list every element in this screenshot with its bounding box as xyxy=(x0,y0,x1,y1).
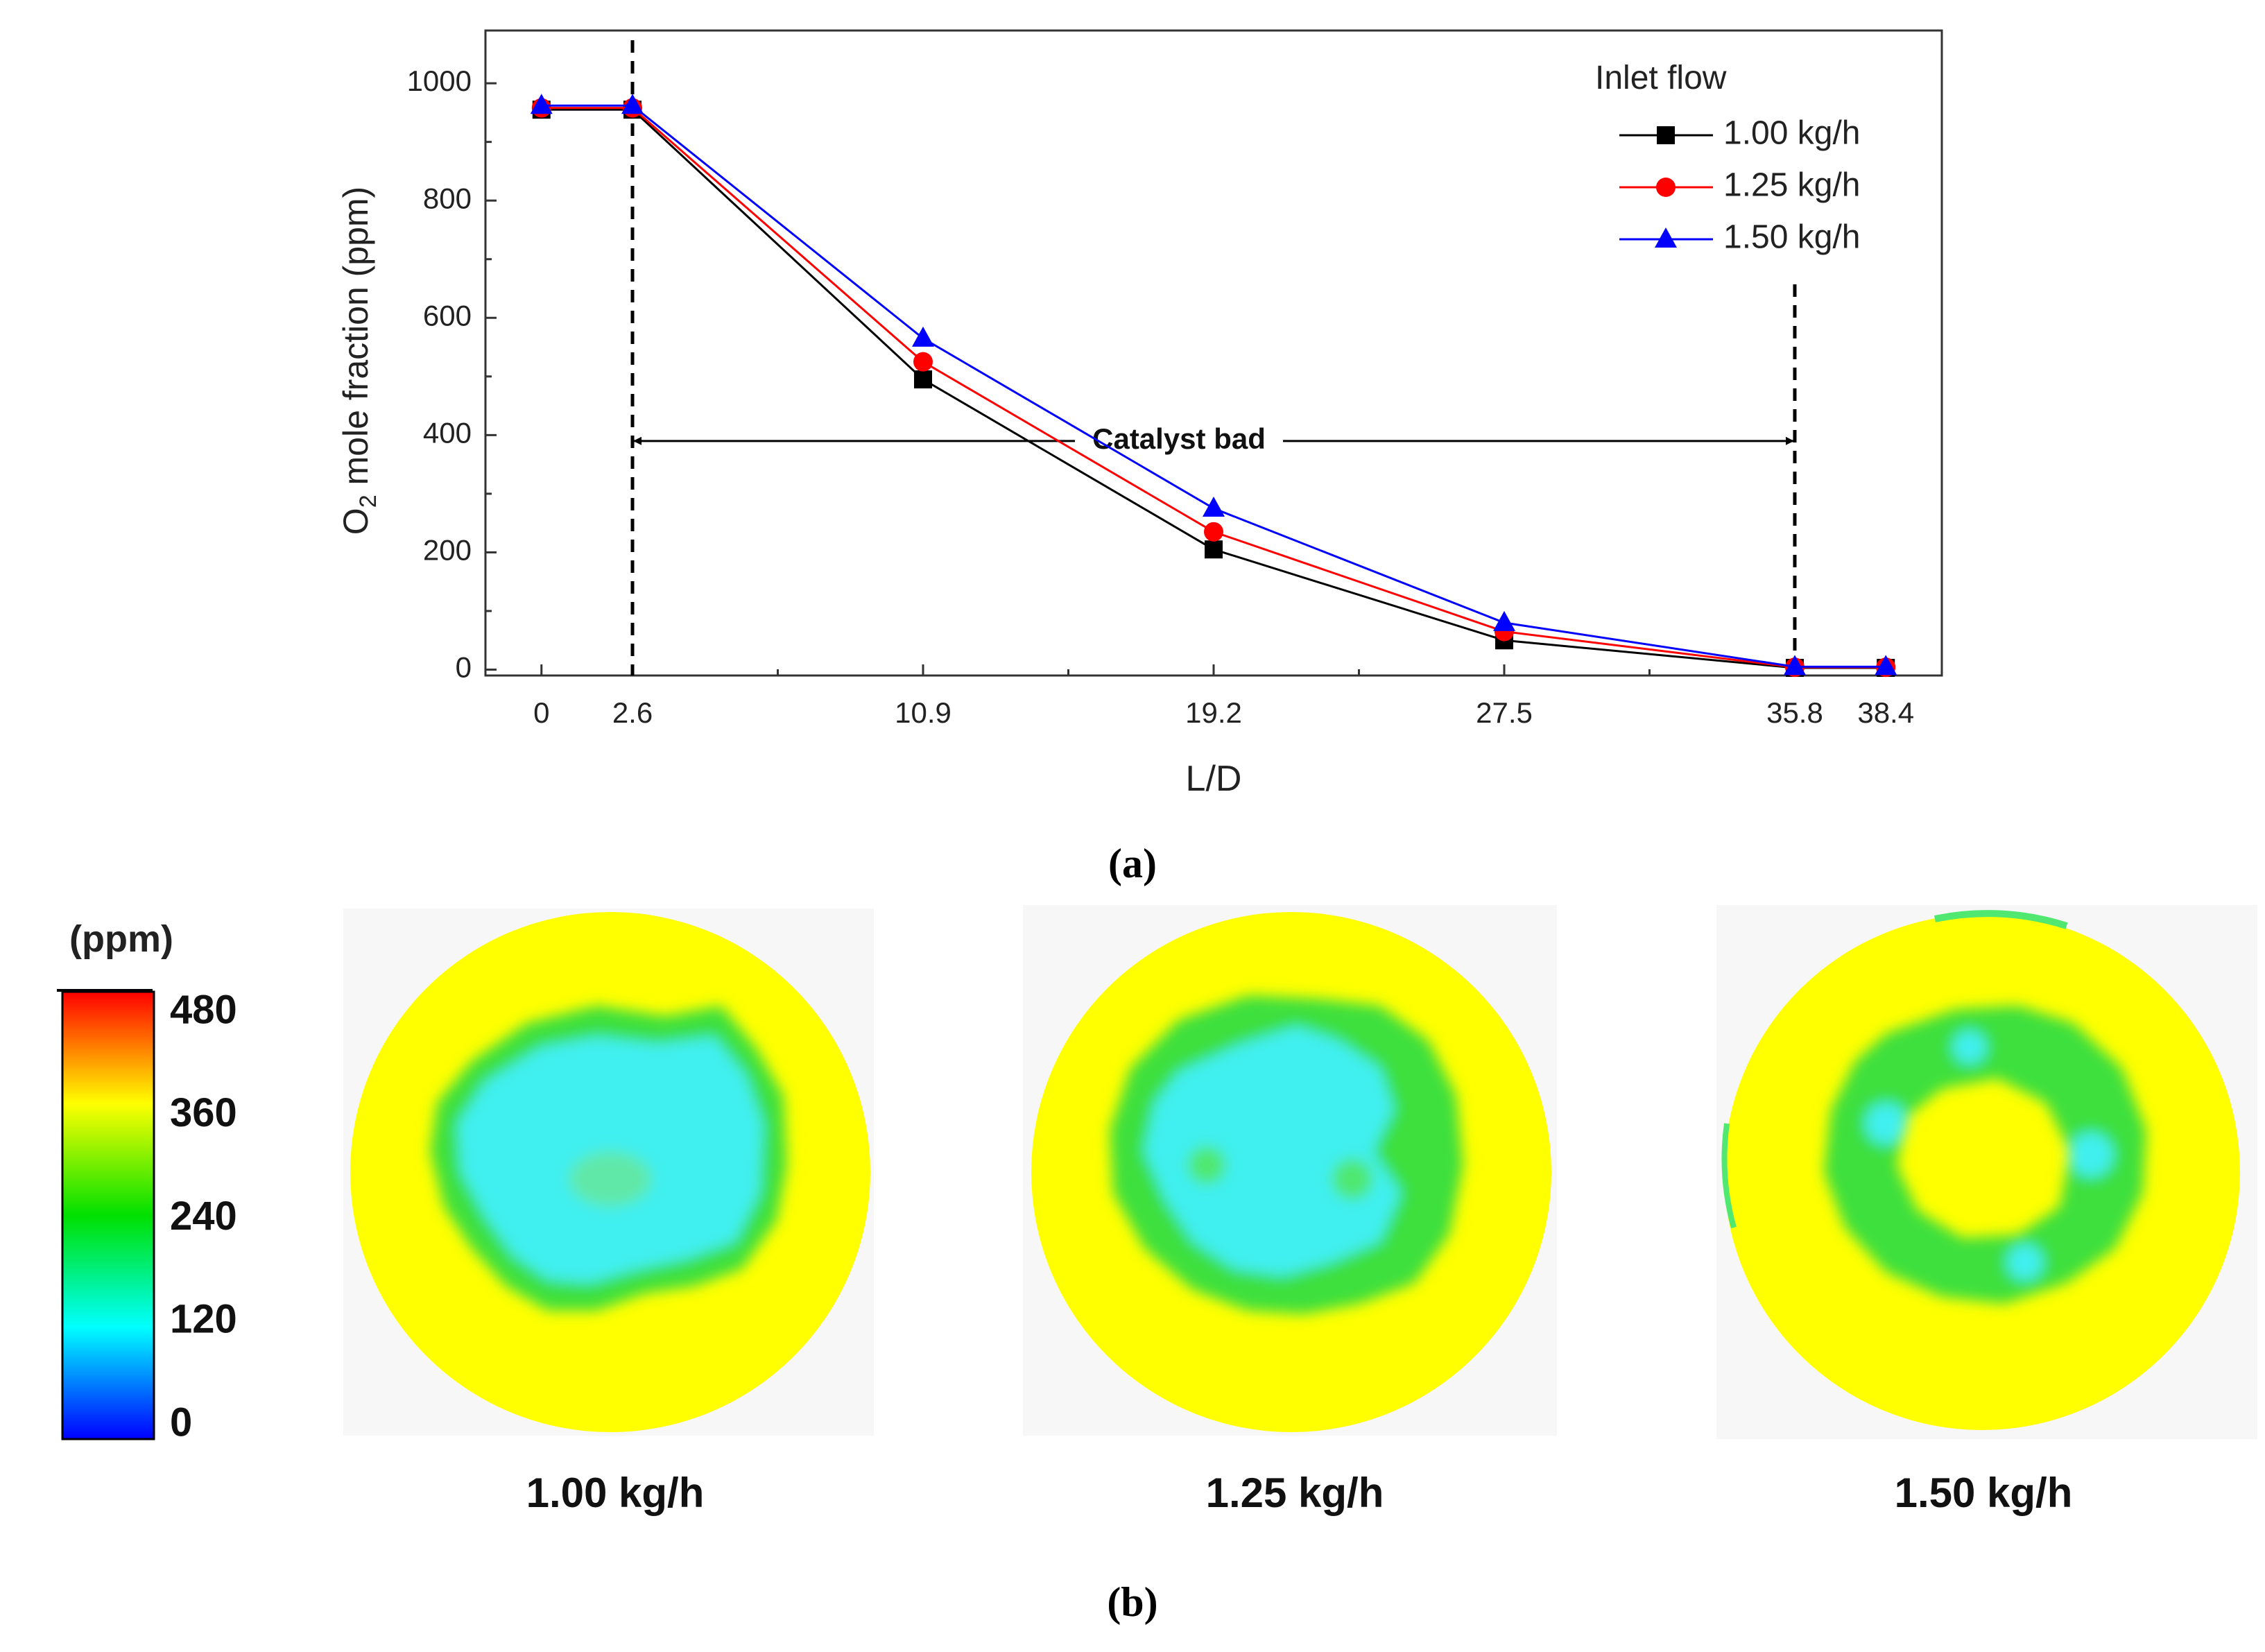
map-3-label: 1.50 kg/h xyxy=(1895,1470,2073,1516)
data-point xyxy=(914,370,933,389)
series-line xyxy=(541,104,1886,668)
x-axis-label: L/D xyxy=(1186,759,1242,799)
x-axis-ticks: 0 2.6 10.9 19.2 27.5 35.8 38.4 xyxy=(533,664,1914,729)
colorbar-unit: (ppm) xyxy=(69,918,173,960)
colorbar-tick-label: 240 xyxy=(170,1194,237,1239)
panel-a-label: (a) xyxy=(1108,841,1157,886)
legend-title: Inlet flow xyxy=(1595,60,1727,96)
x-tick-label: 0 xyxy=(533,696,549,729)
map-3-cyan-patch-4 xyxy=(1953,1031,1986,1064)
x-tick-label: 27.5 xyxy=(1476,696,1533,729)
data-point xyxy=(621,94,644,114)
legend-label: 1.00 kg/h xyxy=(1723,115,1860,152)
colorbar-tick-label: 120 xyxy=(170,1297,237,1342)
colorbar-tick-label: 0 xyxy=(170,1400,192,1445)
annotation-text: Catalyst bad xyxy=(1092,422,1266,455)
map-1-center-spot xyxy=(569,1151,652,1207)
colorbar xyxy=(61,990,155,1440)
x-tick-label: 10.9 xyxy=(895,696,951,729)
y-label-suffix: mole fraction (ppm) xyxy=(336,187,375,495)
map-3-cyan-patch-1 xyxy=(1866,1103,1907,1144)
series-2 xyxy=(531,98,1896,678)
y-axis-label: O2 mole fraction (ppm) xyxy=(336,187,381,535)
map-1-label: 1.00 kg/h xyxy=(526,1470,705,1516)
series-line xyxy=(541,107,1886,669)
legend-item-3: 1.50 kg/h xyxy=(1619,219,1860,256)
x-tick-label: 2.6 xyxy=(612,696,653,729)
data-point xyxy=(912,326,935,347)
legend: Inlet flow 1.00 kg/h 1.25 kg/h 1.50 kg/h xyxy=(1595,60,1860,256)
colorbar-ticks: 480 360 240 120 0 xyxy=(170,987,237,1445)
map-3-cyan-patch-3 xyxy=(2007,1244,2043,1280)
y-tick-label: 400 xyxy=(423,416,472,449)
map-2-label: 1.25 kg/h xyxy=(1206,1470,1384,1516)
legend-marker xyxy=(1656,178,1676,197)
data-point xyxy=(1204,522,1223,542)
map-2-green-patch-2 xyxy=(1332,1158,1373,1200)
map-2-green-patch-1 xyxy=(1187,1146,1226,1185)
contour-map-2: 1.25 kg/h xyxy=(1023,905,1557,1516)
y-tick-label: 200 xyxy=(423,534,472,567)
y-tick-label: 600 xyxy=(423,299,472,332)
x-tick-label: 35.8 xyxy=(1766,696,1823,729)
catalyst-boundary-lines xyxy=(630,40,1797,676)
contour-map-3: 1.50 kg/h xyxy=(1716,905,2257,1516)
legend-marker xyxy=(1655,227,1677,248)
x-tick-label: 19.2 xyxy=(1185,696,1242,729)
contour-panel: (ppm) 480 360 240 120 0 1.00 kg/h xyxy=(57,905,2257,1625)
data-point xyxy=(530,94,553,114)
data-point xyxy=(1492,610,1515,631)
legend-item-2: 1.25 kg/h xyxy=(1619,167,1860,204)
map-3-edge-green-left xyxy=(1721,1123,1737,1229)
legend-label: 1.25 kg/h xyxy=(1723,167,1860,204)
legend-items: 1.00 kg/h 1.25 kg/h 1.50 kg/h xyxy=(1619,115,1860,256)
map-3-cyan-patch-2 xyxy=(2069,1133,2113,1177)
y-axis-ticks: 0 200 400 600 800 1000 xyxy=(407,64,497,684)
legend-label: 1.50 kg/h xyxy=(1723,219,1860,256)
y-label-prefix: O xyxy=(336,508,375,535)
y-label-subscript: 2 xyxy=(355,494,381,508)
legend-marker xyxy=(1657,126,1675,144)
y-tick-label: 800 xyxy=(423,182,472,214)
data-point xyxy=(1783,655,1806,676)
map-3-edge-green-top xyxy=(1934,910,2068,929)
y-tick-label: 0 xyxy=(456,651,472,684)
map-2-cyan-zone xyxy=(1144,1026,1401,1276)
map-3-green-ring xyxy=(1824,1006,2146,1304)
legend-item-1: 1.00 kg/h xyxy=(1619,115,1860,152)
catalyst-annotation: Catalyst bad xyxy=(633,422,1794,455)
colorbar-tick-label: 360 xyxy=(170,1090,237,1135)
data-point xyxy=(1205,540,1223,559)
series-group xyxy=(530,94,1897,678)
data-point xyxy=(1875,655,1897,676)
panel-b-label: (b) xyxy=(1107,1579,1157,1625)
x-tick-label: 38.4 xyxy=(1857,696,1914,729)
colorbar-tick-label: 480 xyxy=(170,987,237,1032)
data-point xyxy=(1203,497,1225,517)
series-3 xyxy=(530,94,1897,676)
y-tick-label: 1000 xyxy=(407,64,472,97)
data-point xyxy=(913,352,933,372)
map-3-disk xyxy=(1724,914,2240,1430)
contour-map-1: 1.00 kg/h xyxy=(343,909,874,1516)
line-chart: 0 200 400 600 800 1000 0 2.6 10.9 19.2 27.5 35.8 38… xyxy=(336,29,1943,886)
